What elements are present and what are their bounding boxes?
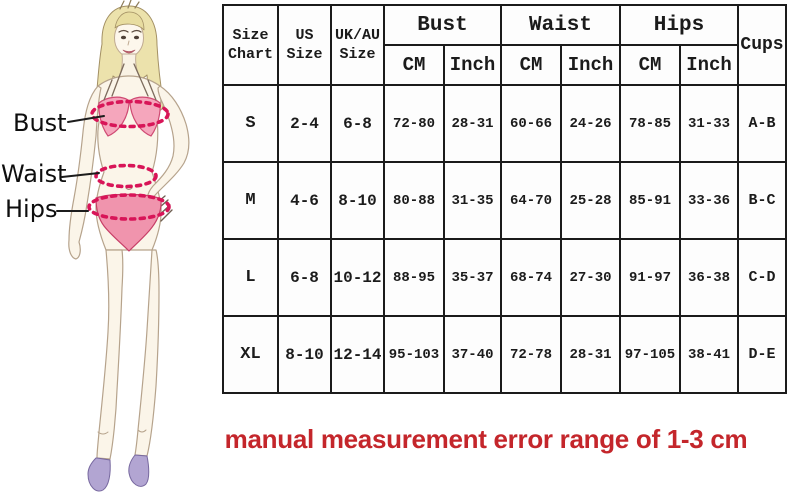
m-uk-au: 8-10 — [330, 161, 385, 240]
navel — [125, 187, 133, 190]
bust-measure-line — [90, 99, 170, 129]
waist-cm-header: CM — [500, 44, 562, 86]
s-bust-inch: 28-31 — [443, 84, 502, 163]
col-header-bust: Bust — [383, 4, 502, 46]
xl-waist-cm: 72-78 — [500, 315, 562, 394]
l-size: L — [222, 238, 279, 317]
m-bust-cm: 80-88 — [383, 161, 445, 240]
s-cups: A-B — [737, 84, 787, 163]
size-row-l: L 6-8 10-12 88-95 35-37 68-74 27-30 91-9… — [222, 238, 787, 317]
size-table: Size Chart US Size UK/AU Size Bust Waist… — [222, 4, 787, 394]
xl-size: XL — [222, 315, 279, 394]
xl-hips-cm: 97-105 — [619, 315, 681, 394]
s-us: 2-4 — [277, 84, 332, 163]
waist-label: Waist — [1, 160, 67, 188]
woman-figure-illustration — [56, 0, 190, 492]
xl-cups: D-E — [737, 315, 787, 394]
bust-inch-header: Inch — [443, 44, 502, 86]
m-size: M — [222, 161, 279, 240]
m-cups: B-C — [737, 161, 787, 240]
waist-measure-line — [94, 163, 158, 189]
bust-cm-header: CM — [383, 44, 445, 86]
l-uk-au: 10-12 — [330, 238, 385, 317]
m-bust-inch: 31-35 — [443, 161, 502, 240]
l-waist-cm: 68-74 — [500, 238, 562, 317]
m-hips-cm: 85-91 — [619, 161, 681, 240]
bust-pointer-line — [67, 115, 105, 123]
left-arm — [68, 85, 102, 260]
col-header-uk-au-size: UK/AU Size — [330, 4, 385, 86]
left-eye — [120, 35, 127, 40]
col-header-cups: Cups — [737, 4, 787, 86]
hips-inch-header: Inch — [679, 44, 739, 86]
l-us: 6-8 — [277, 238, 332, 317]
xl-hips-inch: 38-41 — [679, 315, 739, 394]
hips-label: Hips — [5, 195, 58, 223]
l-hips-inch: 36-38 — [679, 238, 739, 317]
ankle-marks — [97, 429, 147, 435]
right-shoe — [128, 454, 150, 487]
size-row-s: S 2-4 6-8 72-80 28-31 60-66 24-26 78-85 … — [222, 84, 787, 163]
right-eye — [133, 35, 140, 40]
hips-cm-header: CM — [619, 44, 681, 86]
s-waist-cm: 60-66 — [500, 84, 562, 163]
waist-pointer-line — [61, 172, 100, 178]
hair-top-spikes — [119, 0, 140, 10]
m-hips-inch: 33-36 — [679, 161, 739, 240]
l-cups: C-D — [737, 238, 787, 317]
nose — [127, 40, 130, 46]
size-row-xl: XL 8-10 12-14 95-103 37-40 72-78 28-31 9… — [222, 315, 787, 394]
left-shoe — [87, 457, 111, 492]
m-waist-inch: 25-28 — [560, 161, 621, 240]
xl-waist-inch: 28-31 — [560, 315, 621, 394]
l-bust-cm: 88-95 — [383, 238, 445, 317]
eyebrows — [118, 29, 142, 33]
s-size: S — [222, 84, 279, 163]
m-waist-cm: 64-70 — [500, 161, 562, 240]
xl-uk-au: 12-14 — [330, 315, 385, 394]
s-hips-cm: 78-85 — [619, 84, 681, 163]
col-header-waist: Waist — [500, 4, 621, 46]
l-waist-inch: 27-30 — [560, 238, 621, 317]
s-waist-inch: 24-26 — [560, 84, 621, 163]
m-us: 4-6 — [277, 161, 332, 240]
lips — [122, 49, 136, 54]
hips-measure-line — [87, 193, 171, 221]
size-row-m: M 4-6 8-10 80-88 31-35 64-70 25-28 85-91… — [222, 161, 787, 240]
l-hips-cm: 91-97 — [619, 238, 681, 317]
waist-inch-header: Inch — [560, 44, 621, 86]
bra-straps — [103, 63, 157, 101]
bust-label: Bust — [13, 109, 67, 137]
measurement-note: manual measurement error range of 1-3 cm — [224, 424, 748, 454]
xl-us: 8-10 — [277, 315, 332, 394]
s-hips-inch: 31-33 — [679, 84, 739, 163]
s-uk-au: 6-8 — [330, 84, 385, 163]
xl-bust-cm: 95-103 — [383, 315, 445, 394]
bangs — [114, 11, 145, 31]
left-leg — [96, 249, 124, 460]
s-bust-cm: 72-80 — [383, 84, 445, 163]
right-leg — [134, 249, 160, 457]
xl-bust-inch: 37-40 — [443, 315, 502, 394]
col-header-hips: Hips — [619, 4, 739, 46]
col-header-size-chart: Size Chart — [222, 4, 279, 86]
l-bust-inch: 35-37 — [443, 238, 502, 317]
col-header-us-size: US Size — [277, 4, 332, 86]
